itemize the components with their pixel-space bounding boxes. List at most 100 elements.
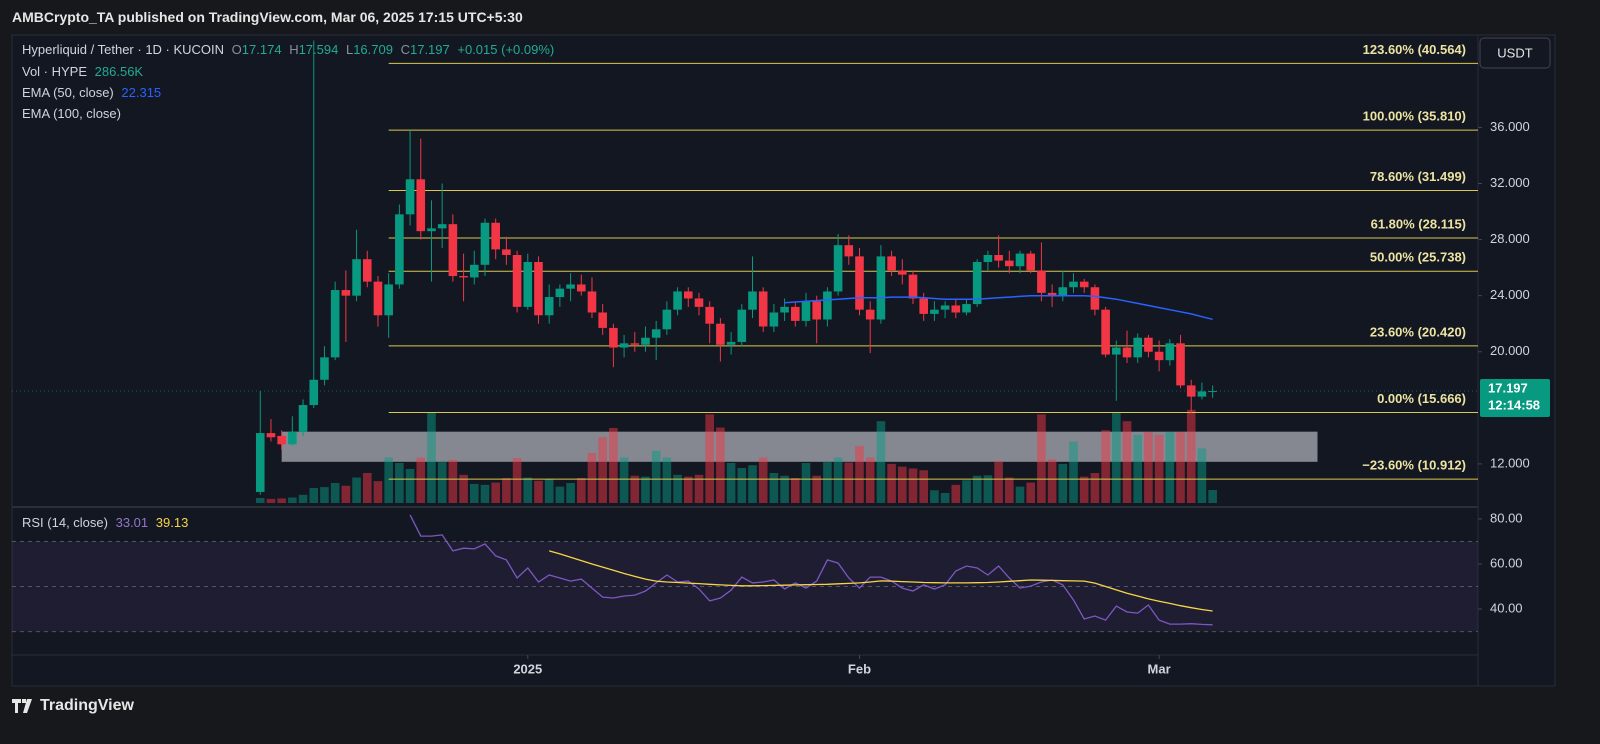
volume-bar	[619, 457, 629, 503]
candle-body	[694, 298, 704, 307]
candle-body	[887, 256, 896, 271]
rsi-ma-line	[549, 550, 1213, 612]
volume-bar	[865, 457, 875, 503]
candle-body	[716, 323, 725, 345]
volume-bar	[972, 475, 982, 503]
candle-body	[1037, 270, 1046, 293]
volume-bar	[266, 498, 276, 503]
publisher-line: AMBCrypto_TA published on TradingView.co…	[12, 9, 523, 25]
currency-button[interactable]	[1479, 37, 1551, 69]
volume-bar	[373, 481, 383, 503]
candle-body	[384, 284, 393, 316]
candle-body	[427, 228, 436, 232]
candle-body	[1186, 385, 1196, 397]
ohlc-letter: L	[345, 42, 354, 57]
volume-bar	[887, 463, 896, 503]
symbol: Hyperliquid / Tether · 1D · KUCOIN	[22, 42, 225, 57]
fib-label: 61.80% (28.115)	[1371, 216, 1466, 231]
volume-bar	[898, 466, 907, 503]
volume-bar	[566, 483, 575, 503]
volume-bar	[1037, 414, 1046, 503]
candle-body	[544, 297, 554, 316]
volume-bar	[512, 458, 522, 503]
candle-body	[1165, 343, 1175, 361]
volume-bar	[309, 488, 319, 503]
brand-logo	[12, 699, 32, 713]
candle-body	[288, 431, 297, 445]
volume-bar	[1186, 409, 1196, 503]
fib-label: 100.00% (35.810)	[1363, 109, 1466, 124]
volume-bar	[983, 475, 993, 503]
candle-body	[1047, 292, 1057, 296]
candle-body	[683, 291, 693, 299]
volume-bar	[277, 498, 286, 503]
volume-bar	[1069, 441, 1078, 503]
rsi-band	[12, 541, 1478, 632]
ohlc-value: 17.594	[298, 42, 339, 57]
ema100-name: EMA (100, close)	[22, 106, 121, 121]
ema-name: EMA (50, close)	[22, 85, 114, 100]
candle-body	[994, 254, 1003, 261]
candle-body	[1122, 347, 1132, 358]
ema-line	[784, 294, 1213, 321]
volume-bar	[683, 476, 693, 503]
volume-bar	[448, 459, 458, 503]
volume-bar	[555, 486, 565, 503]
candle-body	[576, 284, 586, 292]
volume-bar	[951, 484, 961, 503]
candle-body	[598, 312, 607, 328]
volume-bar	[320, 487, 329, 503]
volume-bar	[855, 446, 864, 503]
volume-bar	[395, 463, 404, 503]
volume-bar	[1058, 463, 1068, 503]
candle-body	[641, 337, 650, 345]
volume-bar	[748, 465, 757, 503]
volume-bar	[812, 475, 821, 503]
candle-body	[1079, 281, 1089, 288]
candle-body	[405, 179, 415, 215]
volume-bar	[1112, 412, 1121, 503]
rsi-tick-label: 40.00	[1490, 600, 1523, 615]
fib-label: 50.00% (25.738)	[1370, 250, 1466, 265]
volume-bar	[801, 463, 811, 503]
candle-body	[362, 259, 372, 282]
volume-bar	[534, 480, 543, 503]
volume-bar	[940, 493, 950, 503]
candle-body	[373, 281, 383, 316]
candle-body	[352, 259, 361, 296]
ohlc-value: 16.709	[353, 42, 393, 57]
volume-bar	[1144, 432, 1153, 503]
ohlc-letter: H	[289, 42, 299, 57]
volume-bar	[416, 457, 426, 503]
candle-body	[566, 284, 575, 289]
volume-bar	[705, 414, 714, 503]
candle-body	[1112, 347, 1121, 355]
volume-bar	[994, 461, 1003, 503]
currency-label[interactable]: USDT	[1497, 45, 1532, 60]
candle-body	[855, 256, 864, 310]
candle-body	[1005, 260, 1014, 267]
volume-bar	[833, 457, 843, 503]
volume-bar	[758, 457, 768, 503]
volume-bar	[908, 468, 918, 503]
candle-body	[341, 290, 351, 296]
candle-body	[737, 309, 747, 342]
candle-body	[1154, 351, 1164, 361]
volume-bar	[1005, 477, 1014, 503]
candle-body	[919, 298, 929, 314]
plot-layer: 12.000 20.000 24.000 28.000 32.000 36.000 2025…	[12, 37, 1551, 676]
candle-body	[908, 274, 918, 299]
candle-body	[330, 290, 340, 358]
volume-bar	[1176, 432, 1185, 503]
volume-bar	[780, 475, 789, 503]
candle-body	[587, 291, 597, 313]
candle-body	[705, 306, 714, 324]
candle-body	[555, 288, 565, 298]
ohlc-value: 17.174	[241, 42, 282, 57]
candle-body	[951, 305, 961, 313]
volume-bar	[930, 490, 939, 503]
candle-body	[983, 254, 993, 263]
candle-body	[491, 222, 500, 250]
rsi-tick-label: 80.00	[1490, 510, 1523, 525]
